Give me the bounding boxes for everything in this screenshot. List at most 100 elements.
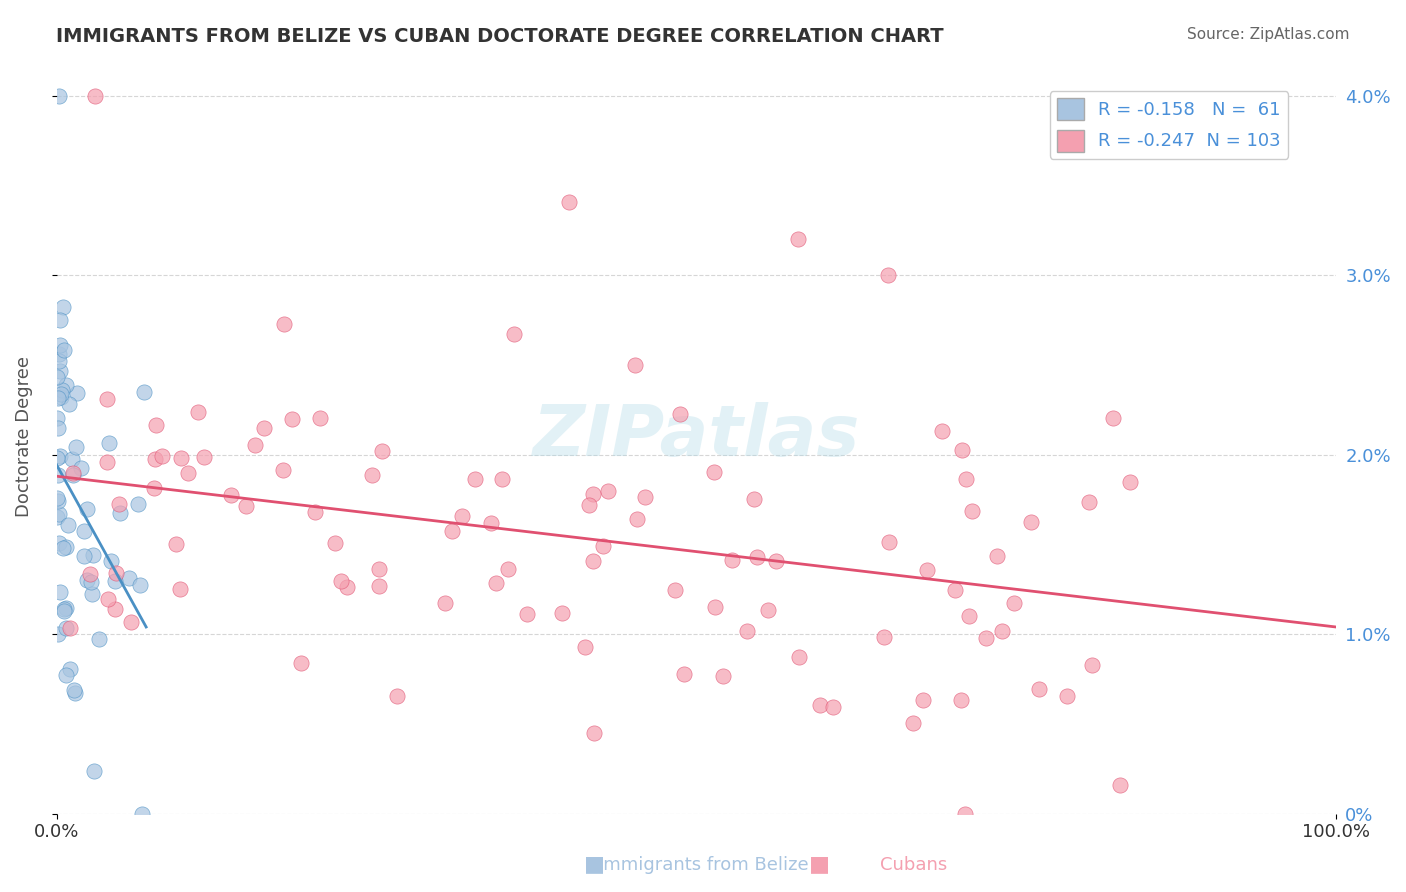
- Point: [89, 632, 111, 646]
- Point: [787, 232, 810, 246]
- Point: [65, 440, 87, 454]
- Point: [756, 603, 779, 617]
- Point: [46, 410, 69, 425]
- Point: [76, 573, 98, 587]
- Point: [953, 806, 976, 821]
- Point: [440, 524, 463, 538]
- Point: [502, 326, 524, 341]
- Point: [104, 574, 127, 589]
- Point: [745, 550, 768, 565]
- Point: [330, 574, 353, 588]
- Point: [1002, 596, 1025, 610]
- Point: [273, 317, 295, 331]
- Point: [83, 764, 105, 778]
- Point: [592, 539, 614, 553]
- Point: [48, 507, 70, 521]
- Point: [1077, 495, 1099, 509]
- Point: [823, 699, 845, 714]
- Point: [911, 692, 934, 706]
- Point: [176, 466, 198, 480]
- Point: [143, 452, 166, 467]
- Point: [309, 411, 332, 425]
- Point: [145, 417, 167, 432]
- Point: [711, 669, 734, 683]
- Point: [669, 407, 692, 421]
- Point: [52, 300, 75, 314]
- Point: [901, 716, 924, 731]
- Point: [578, 498, 600, 512]
- Point: [485, 576, 508, 591]
- Point: [304, 505, 326, 519]
- Point: [949, 692, 972, 706]
- Point: [235, 500, 257, 514]
- Point: [243, 437, 266, 451]
- Point: [582, 554, 605, 568]
- Point: [142, 481, 165, 495]
- Point: [60, 452, 83, 467]
- Point: [49, 585, 72, 599]
- Point: [97, 591, 120, 606]
- Point: [120, 615, 142, 630]
- Point: [51, 386, 73, 401]
- Text: ZIPatlas: ZIPatlas: [533, 402, 860, 471]
- Point: [879, 535, 901, 549]
- Point: [76, 502, 98, 516]
- Point: [1119, 475, 1142, 489]
- Point: [169, 451, 191, 466]
- Point: [952, 442, 974, 457]
- Point: [84, 88, 107, 103]
- Point: [516, 607, 538, 622]
- Point: [931, 425, 953, 439]
- Point: [46, 421, 69, 435]
- Point: [253, 421, 276, 435]
- Point: [51, 383, 73, 397]
- Point: [1109, 778, 1132, 792]
- Point: [55, 540, 77, 554]
- Point: [960, 504, 983, 518]
- Point: [82, 587, 104, 601]
- Point: [290, 656, 312, 670]
- Point: [70, 461, 93, 475]
- Point: [48, 353, 70, 368]
- Point: [46, 491, 69, 506]
- Point: [62, 467, 84, 482]
- Point: [917, 563, 939, 577]
- Point: [55, 377, 77, 392]
- Point: [118, 571, 141, 585]
- Point: [673, 667, 696, 681]
- Point: [558, 195, 581, 210]
- Text: Source: ZipAtlas.com: Source: ZipAtlas.com: [1187, 27, 1350, 42]
- Point: [873, 630, 896, 644]
- Point: [55, 668, 77, 682]
- Legend: R = -0.158   N =  61, R = -0.247  N = 103: R = -0.158 N = 61, R = -0.247 N = 103: [1050, 91, 1288, 159]
- Point: [82, 548, 104, 562]
- Point: [991, 624, 1014, 639]
- Point: [100, 554, 122, 568]
- Point: [808, 698, 831, 712]
- Point: [59, 662, 82, 676]
- Point: [735, 624, 758, 639]
- Point: [1019, 515, 1042, 529]
- Point: [582, 725, 605, 739]
- Point: [703, 599, 725, 614]
- Point: [703, 465, 725, 479]
- Point: [986, 549, 1008, 563]
- Point: [46, 626, 69, 640]
- Point: [58, 518, 80, 533]
- Point: [132, 384, 155, 399]
- Point: [271, 463, 294, 477]
- Point: [664, 582, 686, 597]
- Point: [45, 509, 67, 524]
- Point: [46, 494, 69, 508]
- Point: [59, 621, 82, 635]
- Point: [49, 364, 72, 378]
- Point: [955, 472, 977, 486]
- Point: [367, 579, 389, 593]
- Point: [46, 370, 69, 384]
- Point: [150, 449, 173, 463]
- Point: [221, 487, 243, 501]
- Text: ■: ■: [808, 855, 830, 874]
- Point: [46, 451, 69, 466]
- Point: [131, 806, 153, 821]
- Point: [1081, 658, 1104, 673]
